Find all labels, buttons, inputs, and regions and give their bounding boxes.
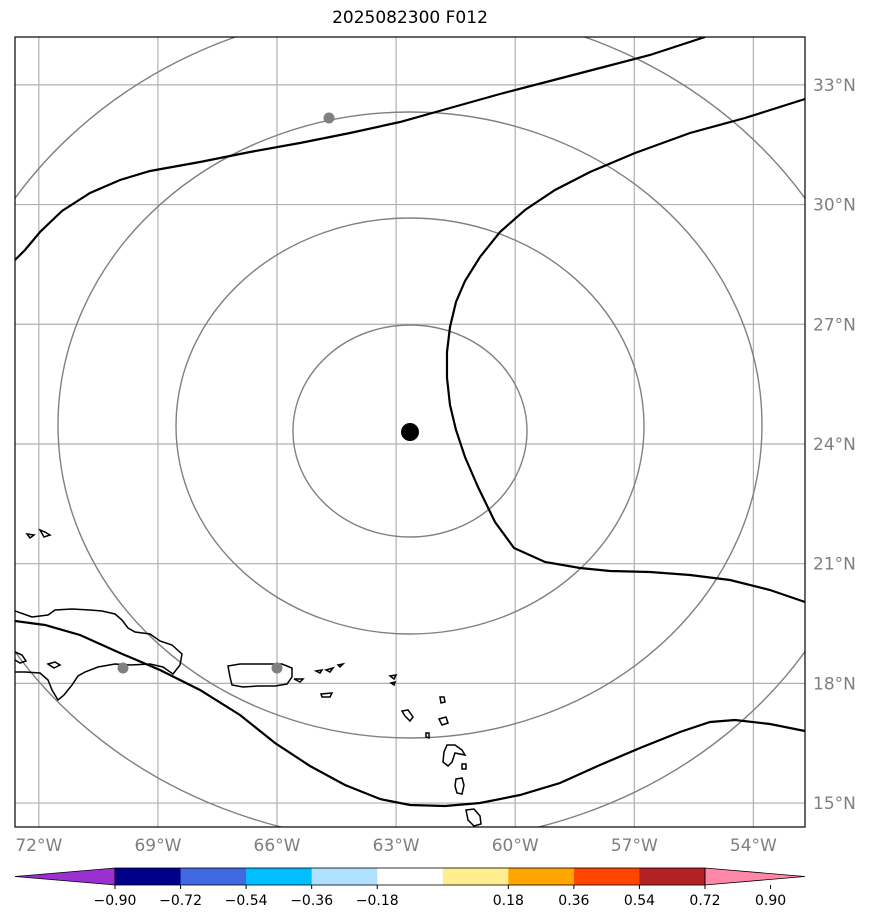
longitude-label: 60°W bbox=[492, 836, 539, 856]
island-dominica bbox=[437, 716, 449, 726]
colorbar-label: 0.54 bbox=[624, 893, 655, 909]
latitude-label: 21°N bbox=[813, 555, 856, 575]
colorbar-segment bbox=[377, 868, 444, 885]
latitude-label: 30°N bbox=[813, 196, 856, 216]
colorbar-segment bbox=[246, 868, 313, 885]
longitude-labels: 72°W 69°W 66°W 63°W 60°W 57°W 54°W bbox=[15, 836, 777, 856]
range-ring-3 bbox=[57, 111, 763, 739]
island-anguilla bbox=[336, 662, 346, 669]
range-ring-2 bbox=[175, 217, 645, 635]
island-caicos-1 bbox=[25, 533, 36, 540]
longitude-label: 66°W bbox=[254, 836, 301, 856]
colorbar-extend-high bbox=[704, 867, 806, 886]
latitude-labels: 33°N 30°N 27°N 24°N 21°N 18°N 15°N bbox=[813, 76, 856, 814]
longitude-label: 63°W bbox=[373, 836, 420, 856]
contour-line-east bbox=[445, 97, 805, 604]
colorbar-segment bbox=[442, 868, 509, 885]
island-antigua bbox=[389, 680, 397, 687]
range-ring-1 bbox=[292, 324, 528, 538]
island-inagua bbox=[46, 661, 62, 669]
colorbar-segment bbox=[180, 868, 247, 885]
island-virgin-1 bbox=[293, 678, 305, 683]
station-points bbox=[117, 112, 335, 674]
island-caicos-2 bbox=[38, 528, 52, 538]
colorbar-label: −0.72 bbox=[159, 893, 202, 909]
latitude-label: 27°N bbox=[813, 315, 856, 335]
colorbar-label: 0.72 bbox=[689, 893, 720, 909]
colorbar-label: 0.18 bbox=[493, 893, 524, 909]
island-marie-galante bbox=[425, 732, 430, 740]
colorbar-label: 0.90 bbox=[755, 893, 786, 909]
colorbar-label: −0.54 bbox=[225, 893, 268, 909]
colorbar-label: 0.36 bbox=[558, 893, 589, 909]
range-rings bbox=[15, 37, 805, 827]
colorbar-segment bbox=[639, 868, 706, 885]
island-stlucia bbox=[461, 763, 467, 770]
colorbar-tick-labels: −0.90 −0.72 −0.54 −0.36 −0.18 0.18 0.36 0.54 0.7… bbox=[94, 885, 786, 909]
colorbar-outline bbox=[114, 867, 706, 886]
colorbar-label: −0.18 bbox=[356, 893, 399, 909]
island-trinidad bbox=[465, 808, 482, 827]
colorbar-segment bbox=[573, 868, 640, 885]
contour-lines bbox=[15, 37, 805, 808]
station-point-north bbox=[323, 112, 335, 124]
contour-line-north bbox=[15, 37, 706, 261]
colorbar-segment bbox=[508, 868, 575, 885]
longitude-label: 57°W bbox=[611, 836, 658, 856]
island-martinique bbox=[442, 744, 467, 768]
colorbar-segment bbox=[311, 868, 378, 885]
island-puerto-rico bbox=[227, 663, 293, 688]
latitude-label: 24°N bbox=[813, 435, 856, 455]
colorbar-label: −0.90 bbox=[94, 893, 137, 909]
longitude-label: 72°W bbox=[15, 836, 62, 856]
island-stmartin bbox=[319, 692, 334, 698]
colorbar-segment bbox=[115, 868, 182, 885]
island-jamaica-west bbox=[15, 651, 28, 664]
longitude-label: 69°W bbox=[134, 836, 181, 856]
longitude-label: 54°W bbox=[730, 836, 777, 856]
map-title: 2025082300 F012 bbox=[332, 8, 488, 28]
island-barbuda bbox=[388, 674, 398, 681]
latitude-label: 15°N bbox=[813, 794, 856, 814]
colorbar-label: −0.36 bbox=[290, 893, 333, 909]
island-barbados bbox=[454, 777, 465, 795]
island-virgin-2 bbox=[313, 668, 324, 674]
island-virgin-3 bbox=[323, 666, 335, 673]
station-point-puerto-rico bbox=[271, 662, 283, 674]
colorbar-extend-low bbox=[14, 867, 116, 886]
latitude-label: 33°N bbox=[813, 76, 856, 96]
latitude-label: 18°N bbox=[813, 674, 856, 694]
island-desirade bbox=[439, 696, 446, 704]
colorbar bbox=[14, 867, 806, 886]
station-point-hispaniola bbox=[117, 662, 129, 674]
island-hispaniola bbox=[15, 608, 183, 702]
storm-center-marker bbox=[401, 423, 419, 441]
coastlines bbox=[15, 528, 482, 827]
range-ring-4 bbox=[15, 37, 805, 827]
graticule bbox=[15, 37, 805, 827]
map-frame bbox=[14, 36, 806, 828]
island-guadeloupe bbox=[400, 709, 414, 723]
